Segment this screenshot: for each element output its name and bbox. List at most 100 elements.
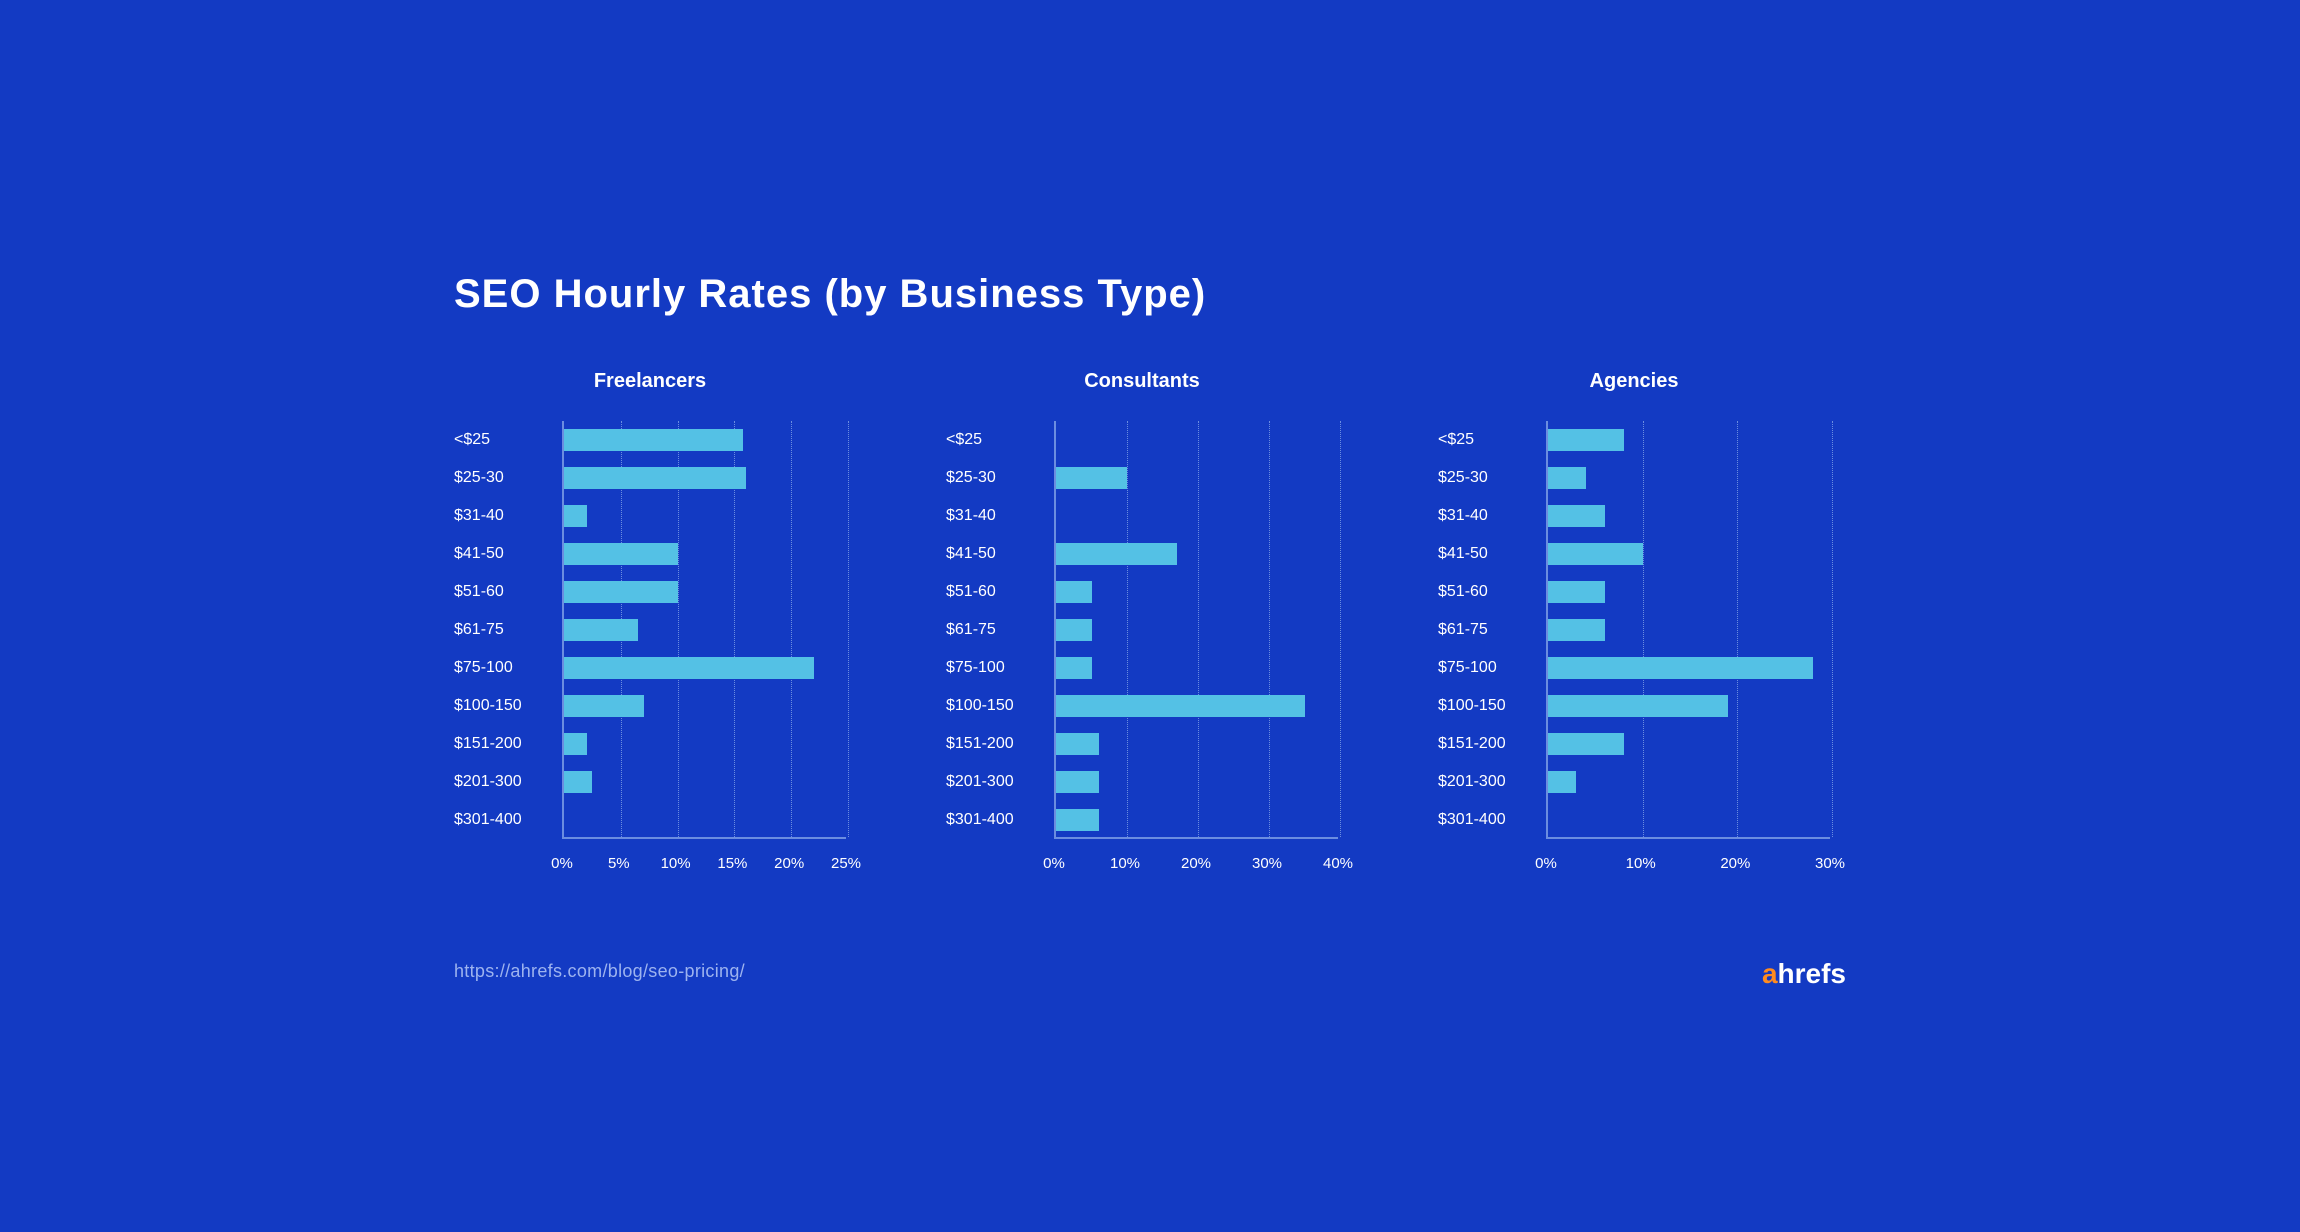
y-axis-label: $31-40 [946,497,1044,535]
bar-row [1548,687,1830,725]
y-axis-label: $51-60 [454,573,552,611]
bar-row [1548,725,1830,763]
bar [564,467,746,489]
y-axis-label: $201-300 [1438,763,1536,801]
y-axis-label: $201-300 [946,763,1044,801]
bar-row [1548,573,1830,611]
bar-row [1548,421,1830,459]
bar-row [1056,725,1338,763]
bar-row [564,497,846,535]
y-axis-label: $151-200 [454,725,552,763]
y-axis-label: <$25 [1438,421,1536,459]
y-axis-label: $75-100 [454,649,552,687]
y-axis-label: $100-150 [946,687,1044,725]
bar-row [1056,763,1338,801]
bar [1056,543,1177,565]
bar [1548,467,1586,489]
y-axis-label: $301-400 [1438,801,1536,839]
y-axis-label: $25-30 [454,459,552,497]
x-tick: 10% [1626,855,1656,872]
bar [1056,771,1099,793]
bar-row [564,573,846,611]
bar-row [1056,459,1338,497]
bar [1548,505,1605,527]
bar-row [1548,649,1830,687]
x-tick: 20% [774,855,804,872]
bar-row [1056,421,1338,459]
bar [564,771,592,793]
bars [1548,421,1830,839]
bar-row [1056,687,1338,725]
bars [1056,421,1338,839]
plot-wrap: 0%10%20%30%40% [1054,421,1338,879]
chart-consultants: Consultants<$25$25-30$31-40$41-50$51-60$… [946,370,1338,879]
y-axis-label: $31-40 [454,497,552,535]
bar [1056,695,1305,717]
x-axis: 0%10%20%30%40% [1054,839,1338,879]
bar-row [1548,611,1830,649]
x-axis: 0%10%20%30% [1546,839,1830,879]
chart-title: Freelancers [454,370,846,393]
x-tick: 20% [1720,855,1750,872]
y-axis-label: <$25 [454,421,552,459]
bars [564,421,846,839]
bar [1548,619,1605,641]
bar [1548,695,1728,717]
bar-row [1548,763,1830,801]
y-axis-label: $151-200 [946,725,1044,763]
y-axis-label: $61-75 [946,611,1044,649]
y-axis-label: $151-200 [1438,725,1536,763]
bar-row [564,649,846,687]
y-axis-label: $51-60 [1438,573,1536,611]
y-axis-labels: <$25$25-30$31-40$41-50$51-60$61-75$75-10… [454,421,562,879]
plot-area [562,421,846,839]
y-axis-label: $61-75 [454,611,552,649]
chart-title: Agencies [1438,370,1830,393]
bar [1056,619,1092,641]
y-axis-label: <$25 [946,421,1044,459]
y-axis-label: $61-75 [1438,611,1536,649]
bar [1056,467,1127,489]
x-tick: 0% [1043,855,1065,872]
y-axis-label: $75-100 [1438,649,1536,687]
gridline [1340,421,1341,837]
bar-row [1056,801,1338,839]
bar [1548,581,1605,603]
bar [1056,657,1092,679]
y-axis-label: $41-50 [946,535,1044,573]
gridline [848,421,849,837]
bar [564,657,814,679]
bar [564,695,644,717]
chart-agencies: Agencies <$25$25-30$31-40$41-50$51-60$61-… [1438,370,1830,879]
bar-row [1548,801,1830,839]
page-title: SEO Hourly Rates (by Business Type) [454,272,1206,317]
brand-rest: hrefs [1778,958,1846,989]
bar-row [1056,535,1338,573]
bar-row [1056,611,1338,649]
bar [1548,657,1813,679]
bar-row [1548,459,1830,497]
chart-body: <$25$25-30$31-40$41-50$51-60$61-75$75-10… [454,421,846,879]
y-axis-label: $201-300 [454,763,552,801]
charts-row: Freelancers<$25$25-30$31-40$41-50$51-60$… [454,370,1846,879]
gridline [1832,421,1833,837]
bar-row [564,535,846,573]
y-axis-label: $41-50 [1438,535,1536,573]
footer-url: https://ahrefs.com/blog/seo-pricing/ [454,961,745,982]
x-tick: 5% [608,855,630,872]
brand-logo: ahrefs [1762,958,1846,990]
x-tick: 10% [1110,855,1140,872]
bar [564,429,743,451]
y-axis-label: $25-30 [1438,459,1536,497]
y-axis-labels: <$25$25-30$31-40$41-50$51-60$61-75$75-10… [946,421,1054,879]
y-axis-label: $75-100 [946,649,1044,687]
bar-row [1056,573,1338,611]
x-tick: 20% [1181,855,1211,872]
y-axis-label: $301-400 [454,801,552,839]
bar-row [1548,497,1830,535]
y-axis-labels: <$25$25-30$31-40$41-50$51-60$61-75$75-10… [1438,421,1546,879]
y-axis-label: $100-150 [454,687,552,725]
chart-body: <$25$25-30$31-40$41-50$51-60$61-75$75-10… [946,421,1338,879]
brand-a: a [1762,958,1778,989]
y-axis-label: $51-60 [946,573,1044,611]
